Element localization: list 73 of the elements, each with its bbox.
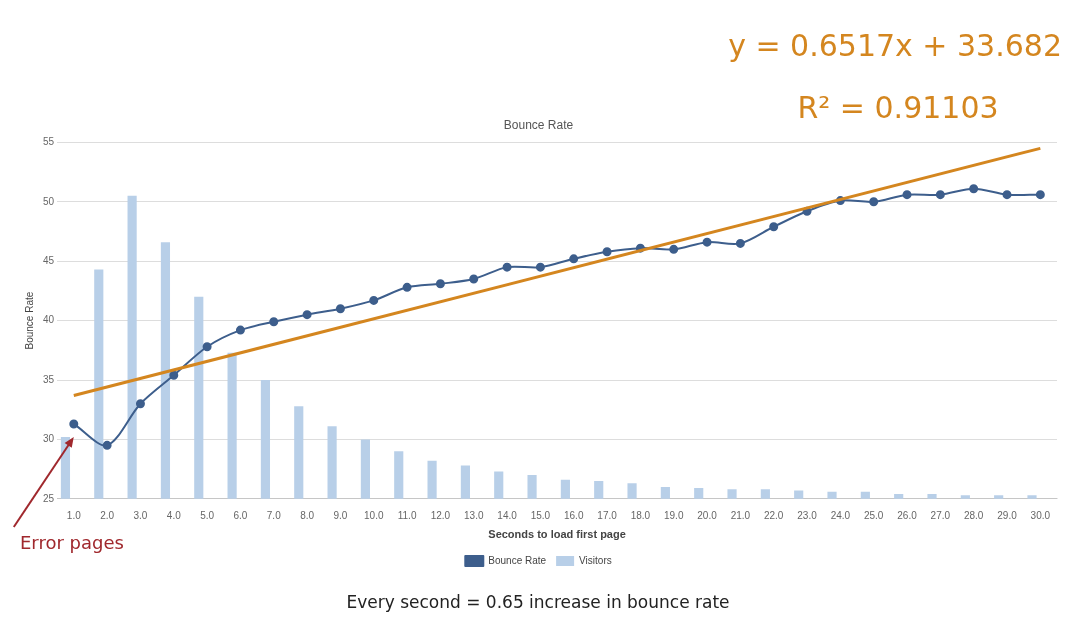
- x-tick-label: 2.0: [100, 509, 115, 521]
- x-tick-label: 12.0: [430, 509, 451, 521]
- x-tick-label: 5.0: [200, 509, 215, 521]
- x-tick-label: 1.0: [66, 509, 82, 521]
- x-axis-title: Seconds to load first page: [488, 528, 626, 541]
- point: [135, 399, 145, 409]
- x-tick-label: 3.0: [133, 509, 148, 521]
- x-tick-label: 16.0: [563, 509, 584, 521]
- point: [769, 222, 779, 232]
- point: [669, 244, 679, 254]
- point: [69, 419, 79, 429]
- point: [269, 317, 279, 327]
- text: Every second = 0.65 increase in bounce rate: [346, 592, 730, 613]
- x-tick-label: 23.0: [797, 509, 818, 521]
- point: [102, 440, 112, 450]
- x-tick-label: 4.0: [166, 509, 182, 521]
- y-tick-label: 40: [43, 314, 55, 326]
- point: [702, 237, 712, 247]
- point: [602, 247, 612, 257]
- x-tick-label: 10.0: [364, 509, 384, 521]
- legend-label: Bounce Rate: [488, 554, 547, 566]
- y-tick-label: 30: [43, 433, 55, 445]
- x-tick-label: 30.0: [1030, 509, 1051, 521]
- y-tick-label: 55: [43, 136, 55, 148]
- point: [169, 370, 179, 380]
- x-tick-label: 11.0: [397, 509, 417, 521]
- annotation: Error pages: [20, 531, 124, 553]
- x-tick-label: 26.0: [897, 509, 918, 521]
- point: [335, 304, 345, 314]
- point: [735, 238, 745, 248]
- point: [1002, 190, 1012, 200]
- text: y = 0.6517x + 33.682: [728, 27, 1062, 63]
- x-tick-label: 9.0: [333, 509, 348, 521]
- y-tick-label: 50: [43, 195, 55, 207]
- point: [535, 262, 545, 272]
- point: [502, 262, 512, 272]
- x-tick-label: 15.0: [530, 509, 551, 521]
- x-tick-label: 17.0: [597, 509, 618, 521]
- point: [969, 184, 979, 194]
- point: [435, 279, 445, 289]
- point: [869, 197, 879, 207]
- x-tick-label: 18.0: [630, 509, 651, 521]
- x-tick-label: 24.0: [830, 509, 851, 521]
- x-tick-label: 29.0: [997, 509, 1018, 521]
- point: [935, 190, 945, 200]
- point: [569, 254, 579, 264]
- x-tick-label: 25.0: [863, 509, 884, 521]
- point: [202, 342, 212, 352]
- x-tick-label: 20.0: [697, 509, 718, 521]
- point: [1035, 190, 1045, 200]
- x-tick-label: 22.0: [763, 509, 784, 521]
- x-tick-label: 14.0: [497, 509, 518, 521]
- y-tick-label: 35: [43, 373, 55, 385]
- x-tick-label: 13.0: [464, 509, 484, 521]
- legend-label: Visitors: [579, 554, 612, 566]
- point: [235, 325, 245, 335]
- text: R² = 0.91103: [797, 89, 999, 125]
- y-tick-label: 25: [43, 492, 55, 504]
- x-tick-label: 28.0: [963, 509, 984, 521]
- x-tick-label: 8.0: [300, 509, 315, 521]
- y-axis-title: Bounce Rate: [23, 291, 35, 350]
- x-tick-label: 21.0: [730, 509, 751, 521]
- point: [469, 274, 479, 284]
- x-tick-label: 7.0: [266, 509, 282, 521]
- point: [369, 295, 379, 305]
- point: [402, 282, 412, 292]
- x-tick-label: 19.0: [663, 509, 684, 521]
- chart-title: Bounce Rate: [503, 117, 574, 132]
- x-tick-label: 6.0: [233, 509, 248, 521]
- point: [902, 190, 912, 200]
- point: [302, 310, 312, 320]
- x-tick-label: 27.0: [930, 509, 951, 521]
- y-tick-label: 45: [43, 254, 55, 266]
